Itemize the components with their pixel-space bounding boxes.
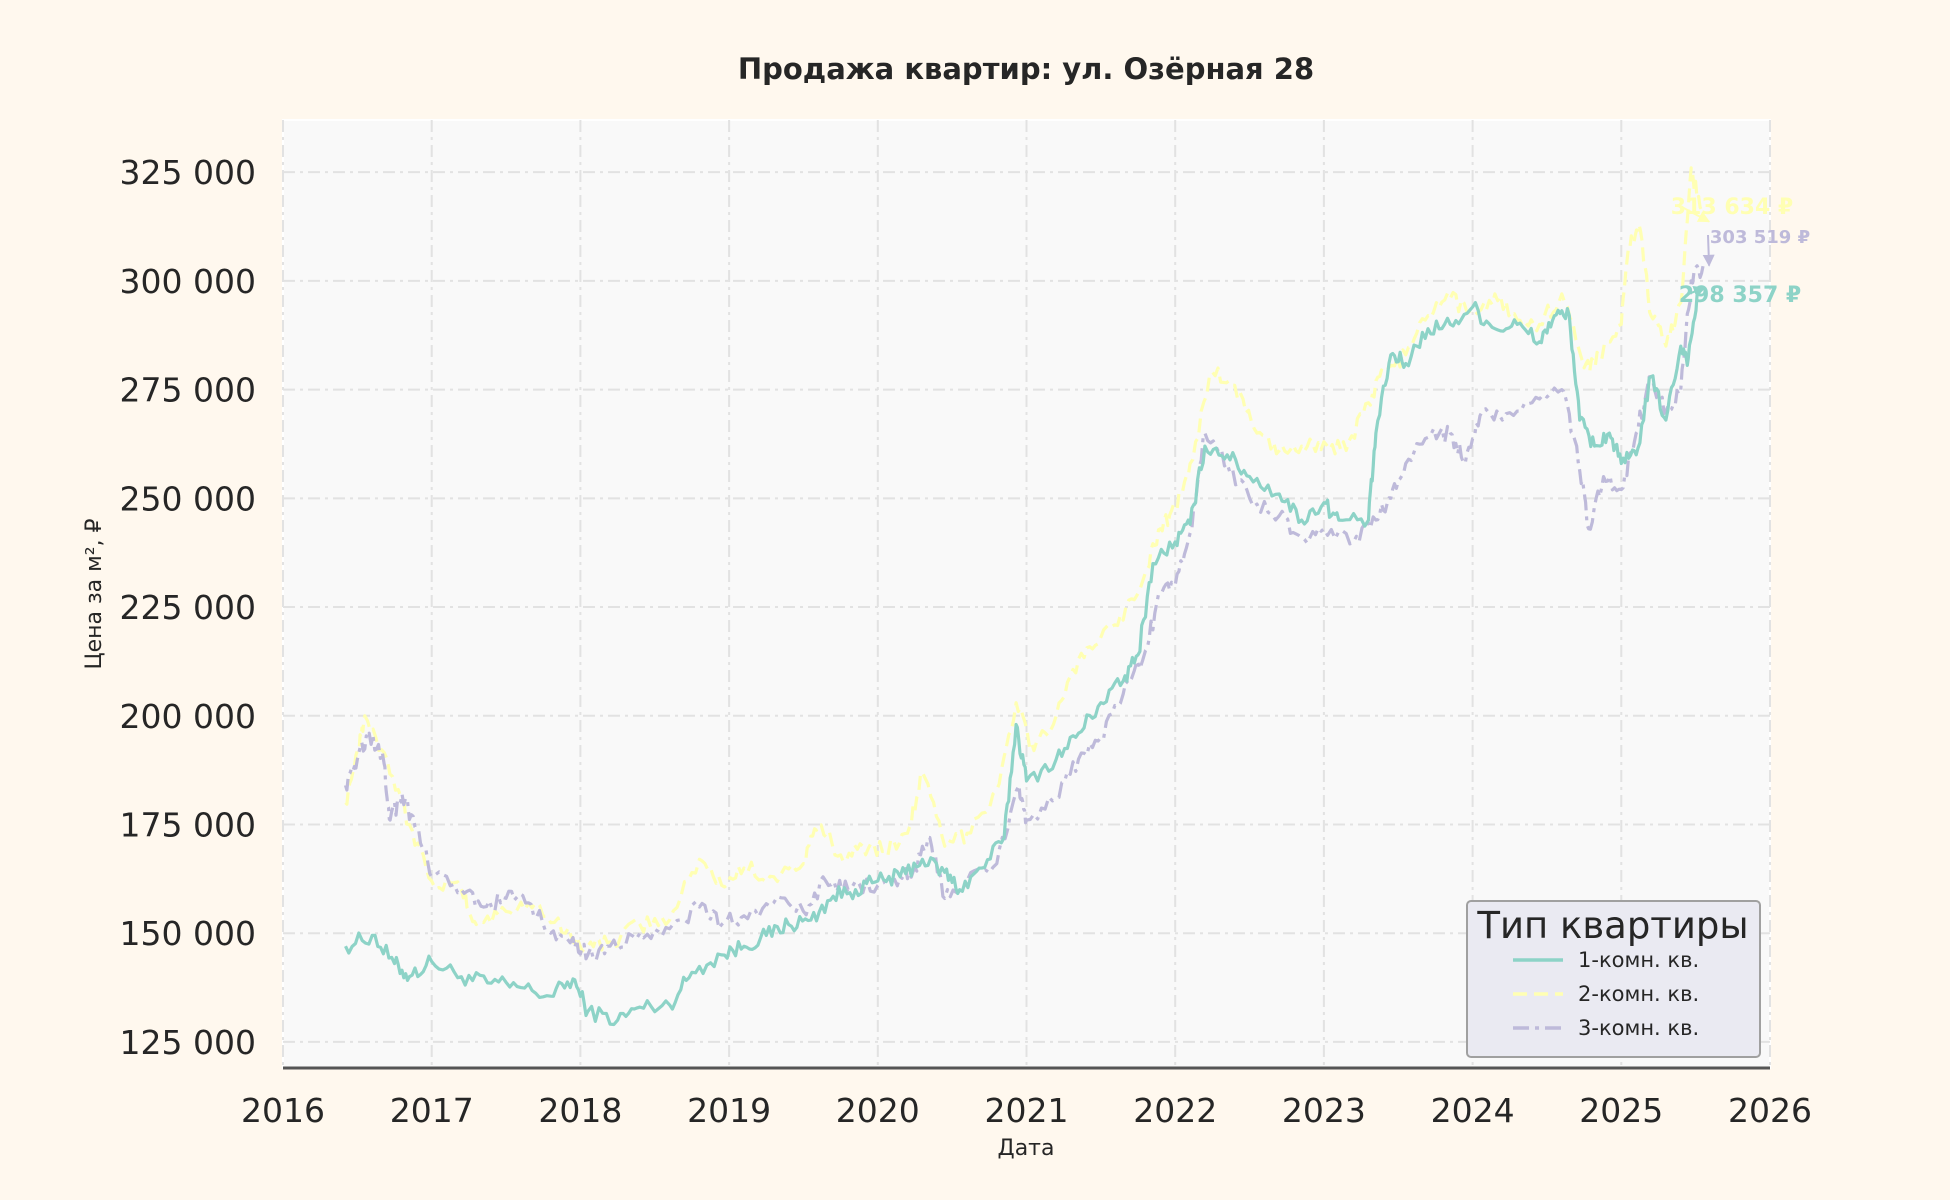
- x-tick-label: 2025: [1579, 1091, 1663, 1130]
- end-label: 298 357 ₽: [1679, 283, 1801, 308]
- end-label-arrow: [1679, 205, 1711, 223]
- legend-items: 1-комн. кв. 2-комн. кв. 3-комн. кв.: [1513, 948, 1699, 1040]
- end-label-arrow: [1702, 234, 1715, 267]
- x-tick-label: 2019: [687, 1091, 771, 1130]
- y-tick-label: 325 000: [120, 153, 256, 192]
- x-tick-label: 2021: [985, 1091, 1069, 1130]
- series-line: [344, 166, 1705, 953]
- legend-title: Тип квартиры: [1476, 904, 1748, 947]
- x-tick-label: 2020: [836, 1091, 920, 1130]
- y-tick-label: 275 000: [120, 371, 256, 410]
- grid: [282, 120, 1771, 1068]
- x-tick-labels: 2016 2017 2018 2019 2020 2021 2022 2023 2024 2025…: [241, 1091, 1812, 1130]
- y-tick-label: 175 000: [120, 805, 256, 844]
- end-labels: 298 357 ₽ 313 634 ₽ 303 519 ₽: [1671, 195, 1810, 308]
- y-tick-label: 150 000: [120, 914, 256, 953]
- x-tick-label: 2026: [1728, 1091, 1812, 1130]
- x-tick-label: 2017: [390, 1091, 474, 1130]
- x-tick-label: 2024: [1431, 1091, 1515, 1130]
- x-tick-label: 2022: [1133, 1091, 1217, 1130]
- y-tick-label: 300 000: [120, 262, 256, 301]
- y-tick-label: 250 000: [120, 479, 256, 518]
- legend-entry: 3-комн. кв.: [1578, 1016, 1699, 1040]
- legend-entry: 1-комн. кв.: [1578, 948, 1699, 972]
- x-tick-label: 2016: [241, 1091, 325, 1130]
- x-tick-label: 2023: [1282, 1091, 1366, 1130]
- legend-box: [1466, 900, 1761, 1058]
- series-layer: [343, 166, 1705, 1027]
- y-tick-label: 225 000: [120, 588, 256, 627]
- x-tick-label: 2018: [538, 1091, 622, 1130]
- series-line: [344, 287, 1701, 1027]
- y-axis-label: Цена за м², ₽: [82, 518, 107, 669]
- end-label: 303 519 ₽: [1710, 227, 1810, 248]
- end-label: 313 634 ₽: [1671, 195, 1793, 220]
- legend-entry: 2-комн. кв.: [1578, 982, 1699, 1006]
- y-tick-label: 200 000: [120, 697, 256, 736]
- y-tick-label: 125 000: [120, 1023, 256, 1062]
- legend: Тип квартиры 1-комн. кв. 2-комн. кв. 3-ком…: [1466, 900, 1761, 1058]
- chart-title: Продажа квартир: ул. Озёрная 28: [738, 52, 1314, 86]
- x-axis-label: Дата: [998, 1136, 1055, 1161]
- end-label-arrow: [1687, 286, 1706, 298]
- y-tick-labels: 125 000 150 000 175 000 200 000 225 000 250 0…: [120, 153, 256, 1062]
